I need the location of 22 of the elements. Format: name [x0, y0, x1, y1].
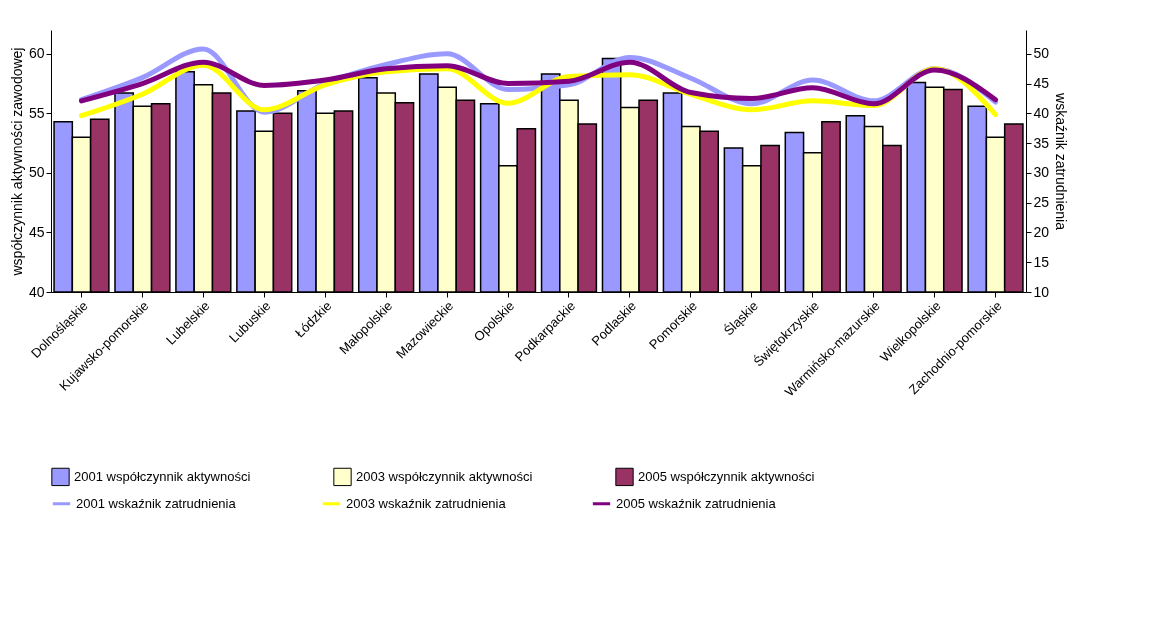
y2-tick-label: 30 — [1033, 164, 1050, 181]
legend-label: 2005 współczynnik aktywności — [638, 468, 815, 484]
y-tick-label: 40 — [28, 283, 45, 300]
legend-label: 2001 współczynnik aktywności — [74, 468, 251, 484]
y2-tick-label: 35 — [1033, 134, 1050, 151]
legend-label: 2003 współczynnik aktywności — [356, 468, 533, 484]
y2-tick-label: 40 — [1033, 104, 1050, 121]
y2-tick-label: 25 — [1033, 194, 1050, 211]
legend-label: 2005 wskaźnik zatrudnienia — [616, 495, 777, 511]
y2-tick-label: 15 — [1033, 253, 1050, 270]
y2-tick-label: 45 — [1033, 75, 1050, 92]
y-tick-label: 60 — [28, 45, 45, 62]
y2-tick-label: 50 — [1033, 45, 1050, 62]
y-tick-label: 45 — [28, 223, 45, 240]
y2-axis-title: wskaźnik zatrudnienia — [1053, 92, 1070, 231]
y2-tick-label: 10 — [1033, 283, 1050, 300]
y-axis-title: współczynnik aktywności zawodowej — [8, 47, 25, 277]
legend-label: 2003 wskaźnik zatrudnienia — [346, 495, 507, 511]
y2-tick-label: 20 — [1033, 223, 1050, 240]
y-tick-label: 55 — [28, 104, 45, 121]
legend-label: 2001 wskaźnik zatrudnienia — [76, 495, 237, 511]
y-tick-label: 50 — [28, 164, 45, 181]
